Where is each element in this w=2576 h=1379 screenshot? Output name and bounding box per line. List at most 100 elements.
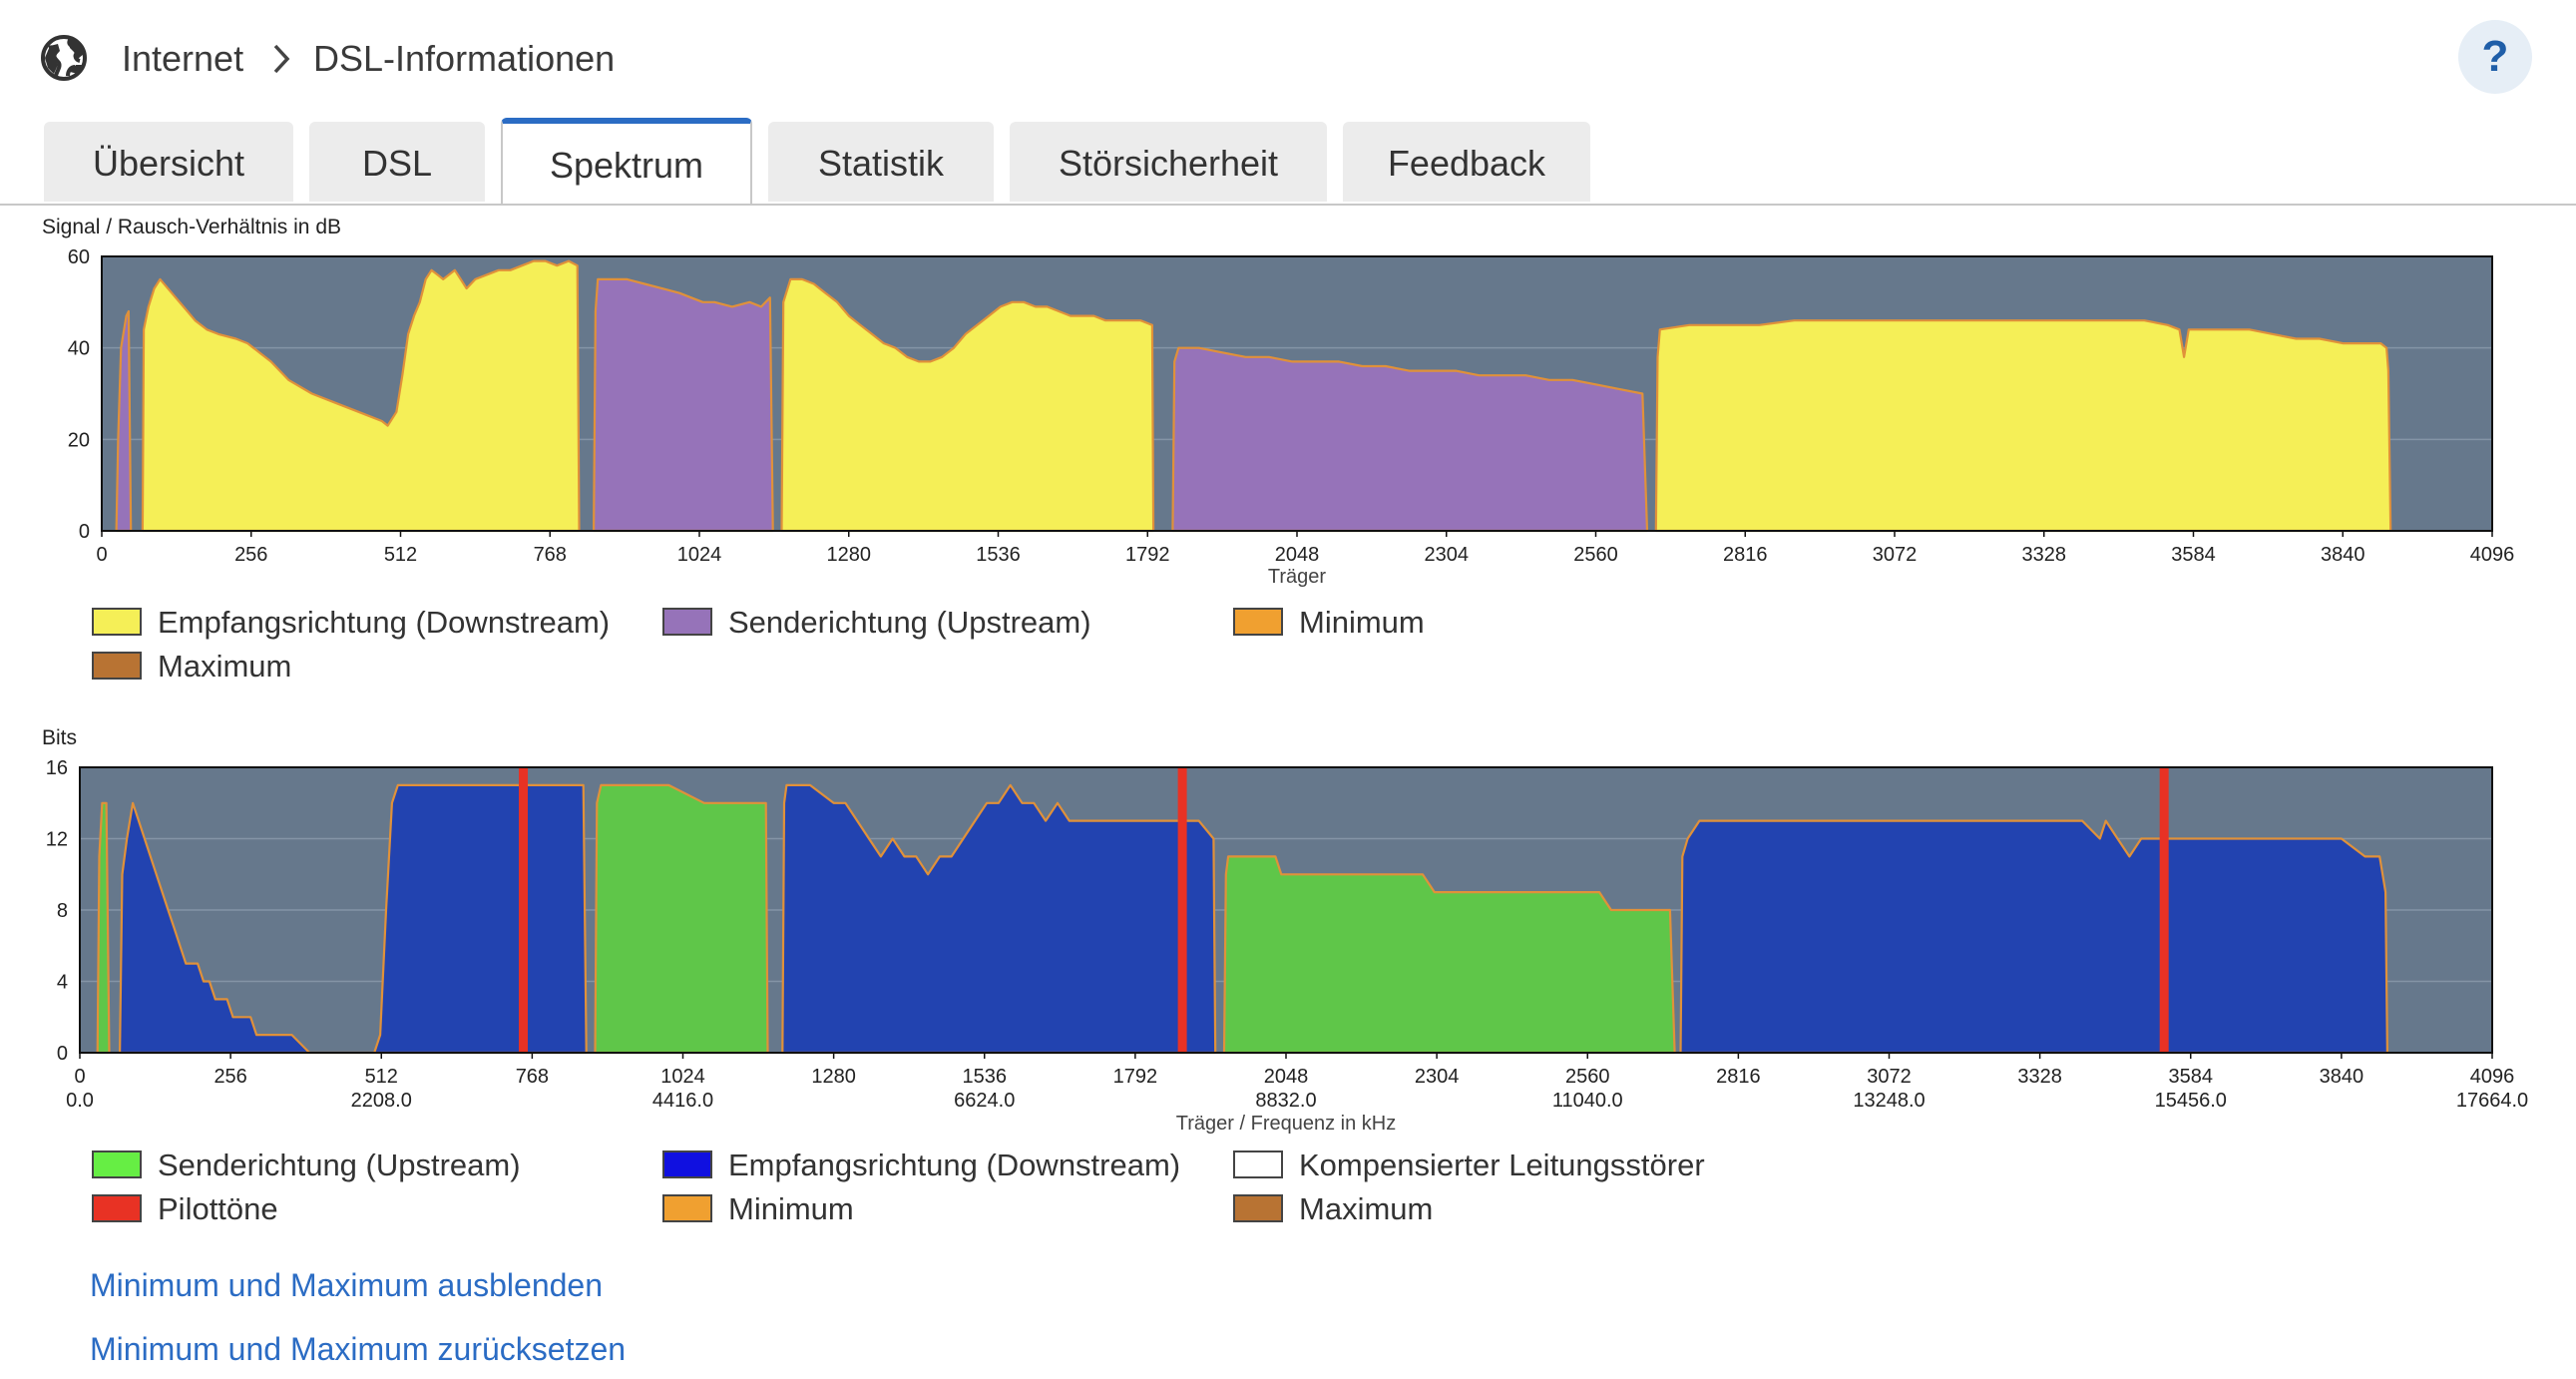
x-tick-label: 2560 bbox=[1573, 544, 1618, 566]
legend-swatch bbox=[1233, 1193, 1283, 1222]
x-tick-label: 2816 bbox=[1716, 1066, 1761, 1088]
legend-swatch bbox=[92, 1193, 142, 1222]
x-tick-label: 1024 bbox=[677, 544, 722, 566]
freq-tick-label: 11040.0 bbox=[1552, 1090, 1623, 1112]
snr-legend-minimum: Minimum bbox=[1233, 603, 1425, 643]
bits-legend-compensated: Kompensierter Leitungsstörer bbox=[1233, 1146, 1705, 1185]
series-area-downstream bbox=[141, 259, 581, 533]
snr-legend-upstream: Senderichtung (Upstream) bbox=[662, 603, 1091, 643]
x-tick-label: 2048 bbox=[1264, 1066, 1309, 1088]
x-tick-label: 2304 bbox=[1425, 544, 1470, 566]
x-tick-label: 256 bbox=[234, 544, 267, 566]
legend-swatch bbox=[92, 1149, 142, 1178]
series-area-downstream bbox=[1654, 319, 2392, 533]
pilot-tone-line bbox=[1177, 767, 1187, 1053]
x-tick-label: 2304 bbox=[1415, 1066, 1460, 1088]
tab-stoersicherheit[interactable]: Störsicherheit bbox=[1010, 122, 1327, 202]
x-tick-label: 3584 bbox=[2171, 544, 2216, 566]
x-tick-label: 3840 bbox=[2321, 544, 2365, 566]
snr-legend-downstream: Empfangsrichtung (Downstream) bbox=[92, 603, 610, 643]
tab-bar: Übersicht DSL Spektrum Statistik Störsic… bbox=[0, 118, 2576, 206]
bits-chart: 0 4 8 12 16 0 256 512 768 1024 1280 1536 1792 2048 230… bbox=[46, 757, 2528, 1135]
tab-spektrum[interactable]: Spektrum bbox=[501, 118, 752, 204]
snr-chart: 0 20 40 60 0 256 512 768 1024 1280 1536 1792 2048 230… bbox=[68, 246, 2515, 588]
freq-tick-label: 2208.0 bbox=[351, 1090, 412, 1112]
series-area-downstream bbox=[781, 783, 1217, 1055]
x-tick-label: 1792 bbox=[1125, 544, 1170, 566]
x-tick-label: 2048 bbox=[1275, 544, 1320, 566]
hide-minmax-link[interactable]: Minimum und Maximum ausblenden bbox=[90, 1267, 603, 1303]
x-axis-label: Träger bbox=[1268, 566, 1327, 588]
x-tick-label: 3328 bbox=[2017, 1066, 2062, 1088]
legend-swatch bbox=[662, 607, 712, 636]
legend-label: Minimum bbox=[728, 1191, 854, 1226]
snr-chart-ylabel: Signal / Rausch-Verhältnis in dB bbox=[42, 216, 341, 238]
x-tick-label: 3072 bbox=[1867, 1066, 1912, 1088]
legend-swatch bbox=[92, 651, 142, 680]
legend-label: Empfangsrichtung (Downstream) bbox=[728, 1148, 1181, 1182]
series-area-upstream bbox=[1222, 855, 1676, 1055]
pilot-tone-line bbox=[519, 767, 529, 1053]
y-tick-label: 8 bbox=[57, 900, 68, 922]
x-tick-label: 4096 bbox=[2470, 1066, 2515, 1088]
legend-label: Pilottöne bbox=[158, 1191, 278, 1226]
x-tick-label: 1280 bbox=[811, 1066, 856, 1088]
legend-swatch bbox=[1233, 1149, 1283, 1178]
series-area-upstream bbox=[592, 277, 774, 533]
y-tick-label: 16 bbox=[46, 757, 68, 779]
legend-label: Minimum bbox=[1299, 605, 1425, 640]
legend-swatch bbox=[92, 607, 142, 636]
x-axis-label: Träger / Frequenz in kHz bbox=[1176, 1113, 1396, 1135]
y-tick-label: 4 bbox=[57, 972, 68, 994]
legend-label: Empfangsrichtung (Downstream) bbox=[158, 605, 611, 640]
y-tick-label: 12 bbox=[46, 829, 68, 851]
x-tick-label: 3328 bbox=[2022, 544, 2067, 566]
x-tick-label: 1280 bbox=[827, 544, 872, 566]
series-area-upstream bbox=[96, 801, 111, 1055]
x-tick-label: 4096 bbox=[2470, 544, 2515, 566]
legend-label: Senderichtung (Upstream) bbox=[158, 1148, 521, 1182]
freq-tick-label: 17664.0 bbox=[2456, 1090, 2528, 1112]
tab-feedback[interactable]: Feedback bbox=[1343, 122, 1590, 202]
breadcrumb-internet[interactable]: Internet bbox=[122, 38, 244, 79]
x-tick-label: 2816 bbox=[1723, 544, 1768, 566]
legend-label: Maximum bbox=[158, 649, 292, 684]
x-tick-label: 3584 bbox=[2169, 1066, 2214, 1088]
series-area-downstream bbox=[780, 277, 1155, 533]
legend-swatch bbox=[662, 1149, 712, 1178]
tab-dsl[interactable]: DSL bbox=[309, 122, 485, 202]
freq-tick-label: 8832.0 bbox=[1255, 1090, 1316, 1112]
bits-legend-minimum: Minimum bbox=[662, 1189, 854, 1229]
reset-minmax-link[interactable]: Minimum und Maximum zurücksetzen bbox=[90, 1331, 627, 1367]
x-tick-label: 768 bbox=[534, 544, 567, 566]
freq-tick-label: 0.0 bbox=[66, 1090, 94, 1112]
freq-tick-label: 4416.0 bbox=[652, 1090, 713, 1112]
bits-legend-upstream: Senderichtung (Upstream) bbox=[92, 1146, 521, 1185]
legend-label: Kompensierter Leitungsstörer bbox=[1299, 1148, 1705, 1182]
freq-tick-label: 13248.0 bbox=[1853, 1090, 1925, 1112]
tab-uebersicht[interactable]: Übersicht bbox=[44, 122, 293, 202]
snr-legend-maximum: Maximum bbox=[92, 647, 291, 687]
y-tick-label: 0 bbox=[79, 521, 90, 543]
x-tick-label: 0 bbox=[96, 544, 107, 566]
series-area-downstream bbox=[1679, 819, 2388, 1055]
x-tick-label: 3840 bbox=[2320, 1066, 2364, 1088]
x-tick-label: 512 bbox=[365, 1066, 398, 1088]
y-tick-label: 0 bbox=[57, 1043, 68, 1065]
pilot-tone-line bbox=[2159, 767, 2169, 1053]
globe-icon bbox=[41, 35, 87, 81]
x-tick-label: 256 bbox=[214, 1066, 246, 1088]
series-area-downstream bbox=[118, 783, 588, 1055]
y-tick-label: 40 bbox=[68, 338, 90, 360]
series-area-upstream bbox=[594, 783, 769, 1055]
legend-label: Maximum bbox=[1299, 1191, 1434, 1226]
legend-swatch bbox=[662, 1193, 712, 1222]
y-tick-label: 60 bbox=[68, 246, 90, 268]
legend-swatch bbox=[1233, 607, 1283, 636]
chevron-right-icon bbox=[273, 44, 290, 74]
help-button[interactable]: ? bbox=[2458, 20, 2532, 94]
x-tick-label: 1792 bbox=[1113, 1066, 1158, 1088]
x-tick-label: 0 bbox=[74, 1066, 85, 1088]
bits-chart-ylabel: Bits bbox=[42, 726, 78, 749]
tab-statistik[interactable]: Statistik bbox=[768, 122, 994, 202]
